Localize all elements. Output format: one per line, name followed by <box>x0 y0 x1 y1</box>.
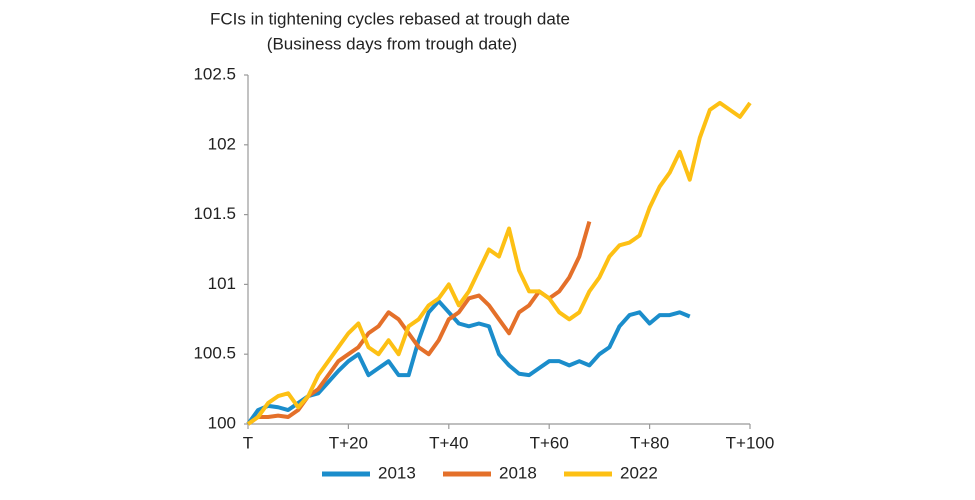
y-tick-label: 102 <box>208 134 236 153</box>
y-tick-label: 101.5 <box>193 204 236 223</box>
x-tick-label: T+40 <box>429 433 468 452</box>
y-tick-label: 102.5 <box>193 64 236 83</box>
x-tick-label: T <box>243 433 253 452</box>
chart-title: FCIs in tightening cycles rebased at tro… <box>210 9 570 28</box>
y-tick-label: 100.5 <box>193 344 236 363</box>
x-tick-label: T+20 <box>329 433 368 452</box>
legend-label: 2013 <box>378 463 416 482</box>
x-tick-label: T+100 <box>726 433 775 452</box>
series-line <box>246 221 592 426</box>
legend-label: 2022 <box>620 463 658 482</box>
series-line <box>246 299 691 426</box>
x-tick-label: T+60 <box>530 433 569 452</box>
legend-label: 2018 <box>499 463 537 482</box>
x-tick-label: T+80 <box>630 433 669 452</box>
y-tick-label: 101 <box>208 274 236 293</box>
chart-subtitle: (Business days from trough date) <box>267 34 517 53</box>
series-line <box>246 100 752 426</box>
y-tick-label: 100 <box>208 413 236 432</box>
